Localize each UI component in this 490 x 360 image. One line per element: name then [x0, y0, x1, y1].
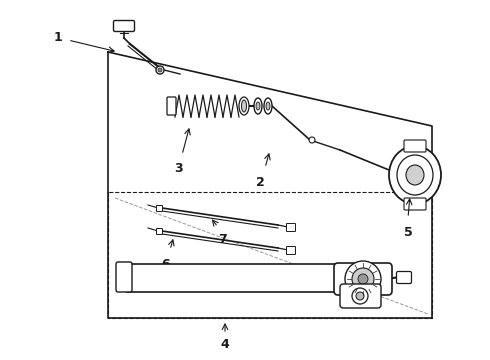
Text: 6: 6: [162, 258, 171, 271]
Ellipse shape: [264, 98, 272, 114]
FancyBboxPatch shape: [156, 229, 163, 234]
Ellipse shape: [397, 155, 433, 195]
Text: 4: 4: [220, 338, 229, 351]
Circle shape: [358, 274, 368, 284]
Ellipse shape: [266, 102, 270, 110]
FancyBboxPatch shape: [156, 206, 163, 212]
Text: 7: 7: [218, 233, 226, 246]
Text: 3: 3: [173, 162, 182, 175]
Circle shape: [120, 273, 128, 282]
FancyBboxPatch shape: [116, 262, 132, 292]
FancyBboxPatch shape: [396, 271, 412, 284]
Circle shape: [345, 261, 381, 297]
FancyBboxPatch shape: [114, 21, 134, 32]
FancyBboxPatch shape: [334, 263, 392, 295]
Circle shape: [156, 66, 164, 74]
Text: 2: 2: [256, 176, 265, 189]
Circle shape: [352, 288, 368, 304]
Ellipse shape: [406, 165, 424, 185]
Text: 5: 5: [404, 226, 413, 239]
FancyBboxPatch shape: [404, 140, 426, 152]
Circle shape: [158, 68, 162, 72]
FancyBboxPatch shape: [287, 224, 295, 231]
FancyBboxPatch shape: [125, 264, 351, 292]
Ellipse shape: [254, 98, 262, 114]
Circle shape: [309, 137, 315, 143]
Ellipse shape: [256, 102, 260, 110]
FancyBboxPatch shape: [167, 97, 176, 115]
Circle shape: [356, 292, 364, 300]
FancyBboxPatch shape: [340, 284, 381, 308]
Ellipse shape: [242, 100, 246, 112]
Circle shape: [352, 268, 374, 290]
FancyBboxPatch shape: [287, 247, 295, 255]
Ellipse shape: [239, 97, 249, 115]
Text: 1: 1: [53, 31, 62, 44]
FancyBboxPatch shape: [404, 198, 426, 210]
Ellipse shape: [389, 146, 441, 204]
